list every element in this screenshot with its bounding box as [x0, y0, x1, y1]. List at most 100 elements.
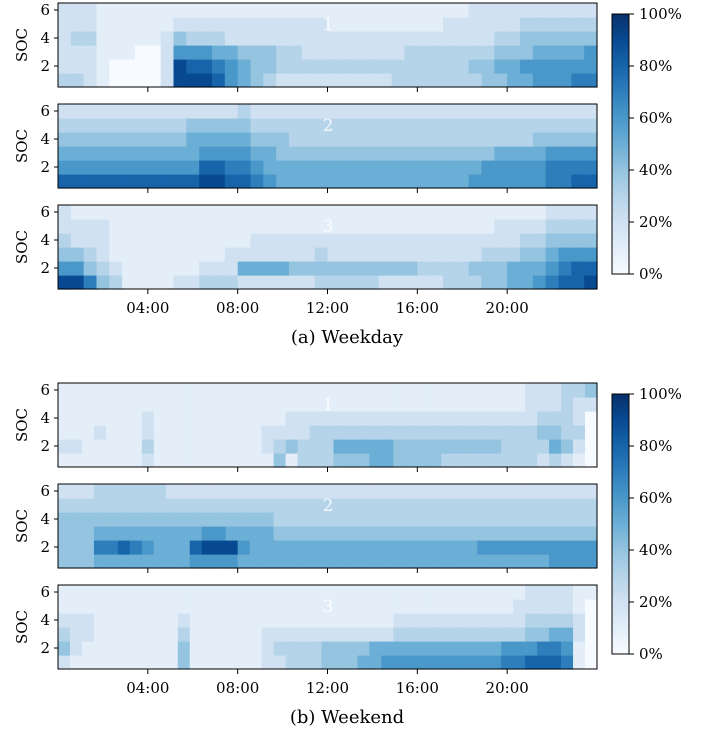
- heatmap-cell: [135, 132, 149, 147]
- heatmap-cell: [443, 45, 457, 60]
- heatmap-cell: [273, 655, 287, 670]
- heatmap-cell: [507, 31, 521, 46]
- heatmap-cell: [122, 174, 136, 189]
- heatmap-cell: [141, 627, 155, 642]
- heatmap-cell: [429, 554, 442, 569]
- heatmap-cell: [225, 484, 239, 499]
- heatmap-cell: [224, 73, 239, 88]
- heatmap-cell: [501, 526, 514, 541]
- heatmap-cell: [333, 425, 347, 440]
- heatmap-cell: [129, 484, 143, 499]
- heatmap-cell: [58, 641, 71, 656]
- heatmap-cell: [105, 453, 119, 468]
- heatmap-cell: [237, 104, 252, 119]
- heatmap-cell: [357, 554, 371, 569]
- heatmap-cell: [417, 205, 431, 220]
- heatmap-cell: [429, 641, 442, 656]
- heatmap-cell: [405, 453, 418, 468]
- heatmap-cell: [213, 599, 227, 614]
- heatmap-cell: [453, 397, 466, 412]
- heatmap-cell: [147, 219, 162, 234]
- heatmap-cell: [430, 3, 444, 18]
- heatmap-cell: [430, 233, 444, 248]
- heatmap-cell: [468, 174, 483, 189]
- heatmap-cell: [225, 554, 239, 569]
- heatmap-cell: [585, 498, 598, 513]
- heatmap-cell: [340, 261, 354, 276]
- heatmap-cell: [327, 160, 341, 175]
- heatmap-cell: [276, 261, 290, 276]
- heatmap-cell: [289, 275, 303, 290]
- heatmap-cell: [391, 17, 406, 32]
- heatmap-cell: [83, 132, 98, 147]
- heatmap-cell: [83, 261, 98, 276]
- heatmap-cell: [276, 219, 290, 234]
- colorbar-tick-label: 80%: [639, 437, 672, 455]
- heatmap-cell: [585, 613, 598, 628]
- heatmap-cell: [481, 261, 495, 276]
- heatmap-cell: [453, 613, 466, 628]
- heatmap-cell: [199, 247, 213, 262]
- heatmap-cell: [237, 585, 251, 600]
- heatmap-cell: [405, 383, 418, 398]
- heatmap-cell: [249, 383, 263, 398]
- heatmap-cell: [297, 397, 311, 412]
- heatmap-cell: [501, 641, 514, 656]
- heatmap-cell: [105, 613, 119, 628]
- heatmap-cell: [109, 3, 123, 18]
- heatmap-cell: [173, 233, 187, 248]
- heatmap-cell: [201, 627, 215, 642]
- heatmap-cell: [477, 655, 490, 670]
- heatmap-cell: [129, 397, 143, 412]
- heatmap-cell: [381, 484, 394, 499]
- heatmap-cell: [443, 73, 457, 88]
- heatmap-cell: [513, 383, 526, 398]
- heatmap-cell: [584, 31, 598, 46]
- heatmap-cell: [224, 3, 239, 18]
- heatmap-cell: [177, 599, 191, 614]
- heatmap-cell: [273, 425, 287, 440]
- heatmap-cell: [381, 599, 394, 614]
- heatmap-cell: [109, 219, 123, 234]
- heatmap-cell: [537, 484, 550, 499]
- heatmap-cell: [571, 118, 585, 133]
- heatmap-cell: [135, 104, 149, 119]
- heatmap-cell: [465, 411, 478, 426]
- heatmap-cell: [393, 512, 406, 527]
- heatmap-cell: [250, 31, 264, 46]
- heatmap-cell: [261, 512, 275, 527]
- heatmap-cell: [249, 627, 263, 642]
- heatmap-cell: [289, 233, 303, 248]
- heatmap-cell: [405, 599, 418, 614]
- heatmap-cell: [417, 174, 431, 189]
- heatmap-cell: [153, 411, 167, 426]
- heatmap-cell: [404, 219, 418, 234]
- heatmap-cell: [309, 641, 323, 656]
- heatmap-cell: [225, 526, 239, 541]
- heatmap-cell: [321, 498, 335, 513]
- heatmap-cell: [314, 59, 329, 74]
- heatmap-cell: [429, 453, 442, 468]
- heatmap-cell: [507, 45, 521, 60]
- heatmap-cell: [153, 453, 167, 468]
- heatmap-cell: [83, 219, 98, 234]
- heatmap-cell: [340, 3, 354, 18]
- heatmap-cell: [537, 655, 550, 670]
- heatmap-cell: [93, 627, 107, 642]
- heatmap-cell: [141, 383, 155, 398]
- heatmap-cell: [441, 411, 454, 426]
- heatmap-cell: [494, 146, 508, 161]
- heatmap-cell: [261, 425, 275, 440]
- y-tick-label: 2: [40, 538, 50, 556]
- heatmap-cell: [584, 174, 598, 189]
- y-axis-label: SOC: [13, 230, 31, 264]
- heatmap-cell: [430, 45, 444, 60]
- heatmap-cell: [321, 627, 335, 642]
- heatmap-cell: [340, 146, 354, 161]
- heatmap-cell: [153, 627, 167, 642]
- heatmap-cell: [584, 73, 598, 88]
- heatmap-cell: [199, 205, 213, 220]
- heatmap-cell: [263, 104, 277, 119]
- colorbar-tick-label: 80%: [639, 57, 672, 75]
- heatmap-cell: [489, 411, 502, 426]
